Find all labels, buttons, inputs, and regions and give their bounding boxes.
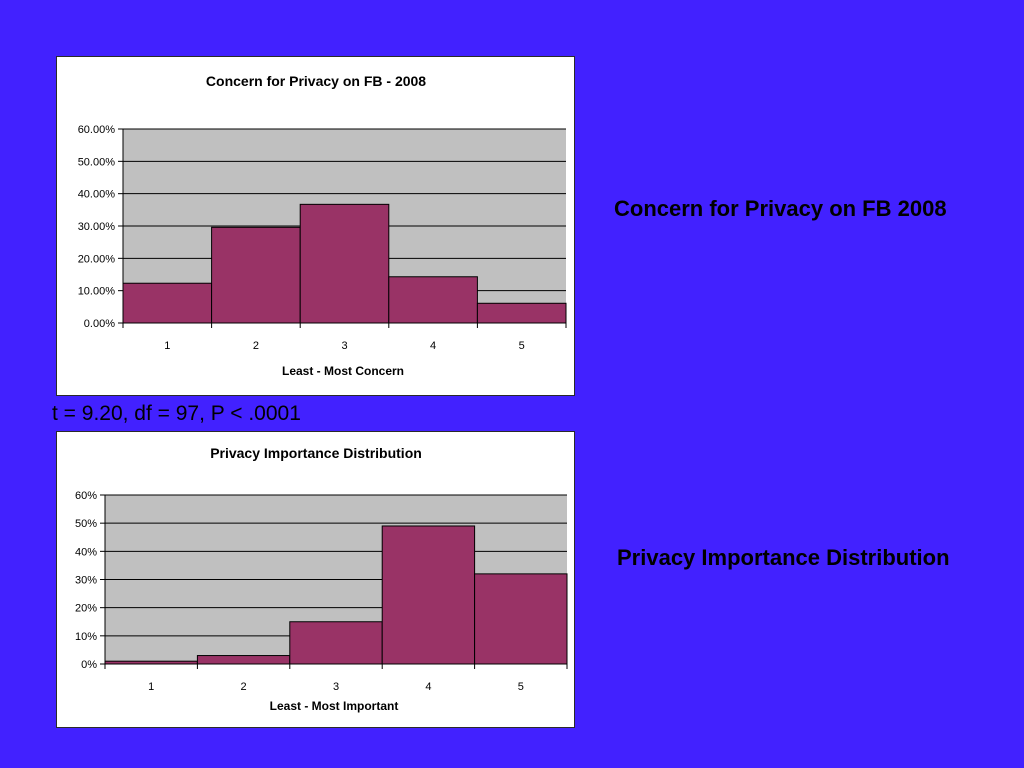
importance-chart-title: Privacy Importance Distribution <box>210 445 422 461</box>
concern-bar-4 <box>388 276 478 324</box>
concern-chart-panel: Concern for Privacy on FB - 2008 0.00% 10… <box>56 56 575 396</box>
concern-y-tick-label: 20.00% <box>78 253 116 265</box>
importance-bar-3 <box>289 621 383 665</box>
importance-plot-area: 0% 10% 20% 30% 40% 50% 60% 1 2 3 4 5 <box>75 490 568 693</box>
concern-y-tick-label: 50.00% <box>78 156 116 168</box>
concern-y-tick-label: 60.00% <box>78 124 116 136</box>
concern-y-tick-label: 30.00% <box>78 221 116 233</box>
concern-x-tick-label: 5 <box>519 340 525 352</box>
concern-bar-2 <box>211 226 301 324</box>
concern-chart: Concern for Privacy on FB - 2008 0.00% 10… <box>78 73 567 378</box>
importance-x-tick-label: 3 <box>333 681 339 693</box>
importance-y-tick-label: 10% <box>75 631 97 643</box>
importance-y-tick-label: 40% <box>75 546 97 558</box>
concern-x-tick-label: 4 <box>430 340 436 352</box>
concern-y-tick-label: 10.00% <box>78 286 116 298</box>
concern-x-tick-label: 3 <box>341 340 347 352</box>
importance-y-tick-label: 20% <box>75 603 97 615</box>
concern-y-tick-label: 0.00% <box>84 318 115 330</box>
importance-chart-panel: Privacy Importance Distribution 0% 10% 20%… <box>56 431 575 728</box>
importance-y-tick-label: 30% <box>75 575 97 587</box>
importance-y-tick-label: 50% <box>75 518 97 530</box>
importance-x-tick-label: 4 <box>425 681 431 693</box>
importance-y-tick-label: 0% <box>81 659 97 671</box>
importance-bar-5 <box>474 573 568 665</box>
importance-x-tick-label: 5 <box>518 681 524 693</box>
concern-bar-3 <box>299 203 390 324</box>
importance-x-tick-label: 2 <box>241 681 247 693</box>
t-test-statistic: t = 9.20, df = 97, P < .0001 <box>52 402 301 425</box>
importance-bar-4 <box>381 525 476 665</box>
concern-y-tick-label: 40.00% <box>78 189 116 201</box>
concern-bar-1 <box>122 282 213 324</box>
importance-y-tick-label: 60% <box>75 490 97 502</box>
concern-x-axis-title: Least - Most Concern <box>282 364 404 378</box>
concern-x-tick-label: 2 <box>253 340 259 352</box>
concern-bar-5 <box>476 302 567 324</box>
importance-side-label: Privacy Importance Distribution <box>617 545 950 570</box>
importance-chart: Privacy Importance Distribution 0% 10% 20%… <box>75 445 568 713</box>
importance-x-tick-label: 1 <box>148 681 154 693</box>
concern-plot-area: 0.00% 10.00% 20.00% 30.00% 40.00% 50.00% 60.00… <box>78 124 567 352</box>
concern-side-label: Concern for Privacy on FB 2008 <box>614 196 947 221</box>
importance-bar-2 <box>196 655 291 665</box>
importance-x-axis-title: Least - Most Important <box>270 699 399 713</box>
concern-x-tick-label: 1 <box>164 340 170 352</box>
concern-chart-title: Concern for Privacy on FB - 2008 <box>206 73 426 89</box>
